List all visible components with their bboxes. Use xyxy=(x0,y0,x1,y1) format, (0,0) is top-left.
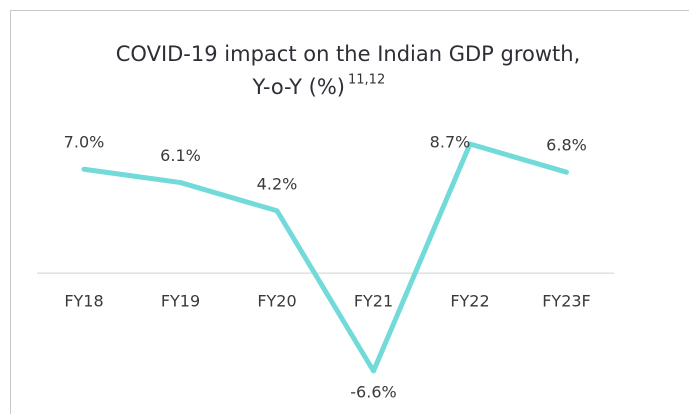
title-superscript: 11,12 xyxy=(348,73,385,88)
data-label: 6.1% xyxy=(160,146,201,165)
data-label: 4.2% xyxy=(257,174,298,193)
data-label: 6.8% xyxy=(546,136,587,155)
x-tick-label: FY19 xyxy=(161,292,200,311)
data-label: -6.6% xyxy=(350,383,396,402)
x-tick-label: FY21 xyxy=(354,292,393,311)
data-label: 8.7% xyxy=(430,133,471,152)
data-label: 7.0% xyxy=(64,133,105,152)
chart-title: Y-o-Y (%) xyxy=(252,75,345,99)
chart-title: COVID-19 impact on the Indian GDP growth… xyxy=(116,42,581,66)
x-tick-label: FY18 xyxy=(64,292,103,311)
data-line xyxy=(81,141,569,374)
x-tick-label: FY22 xyxy=(450,292,489,311)
x-tick-label: FY23F xyxy=(542,292,591,311)
x-tick-label: FY20 xyxy=(257,292,296,311)
